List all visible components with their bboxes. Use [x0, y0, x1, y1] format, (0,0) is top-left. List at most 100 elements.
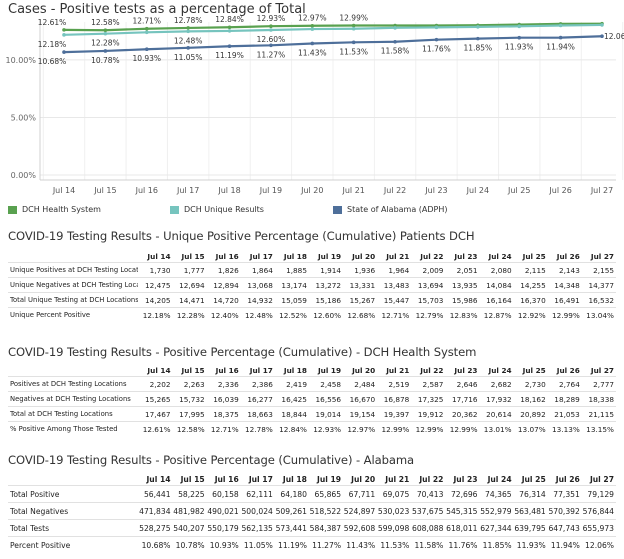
column-header: Jul 27	[589, 475, 614, 484]
table-cell: 13,174	[274, 277, 309, 293]
table-cell: 13.01%	[479, 421, 514, 437]
table-cell: 12.87%	[479, 307, 514, 323]
table-cell: 12.58%	[172, 421, 207, 437]
data-label: 12.78%	[174, 16, 203, 25]
table-cell: 518,522	[308, 502, 344, 520]
table-cell: 15,732	[172, 391, 207, 407]
table-cell: 14,720	[206, 292, 241, 308]
data-point	[103, 49, 108, 53]
table-cell: 11.53%	[377, 536, 412, 554]
table-cell: 471,834	[138, 502, 173, 520]
table-cell: 573,441	[274, 519, 309, 537]
table-cell: 562,135	[240, 519, 275, 537]
table-cell: 550,179	[206, 519, 241, 537]
x-tick-label: Jul 24	[466, 186, 489, 195]
table-title-unique-dch: COVID-19 Testing Results - Unique Positi…	[8, 229, 475, 243]
data-point	[310, 23, 315, 28]
column-header: Jul 15	[181, 252, 205, 261]
data-label: 12.58%	[91, 18, 120, 27]
table-cell: 13,694	[411, 277, 446, 293]
column-header: Jul 17	[249, 252, 273, 261]
table-cell: 2,646	[445, 376, 480, 392]
column-header: Jul 20	[351, 475, 376, 484]
table-row: Total Negatives 471,834 481,982 490,021 500,…	[8, 502, 616, 520]
column-header: Jul 18	[283, 366, 307, 375]
table-cell: 12.71%	[377, 307, 412, 323]
table-cell: 12.18%	[138, 307, 173, 323]
data-label: 11.58%	[381, 47, 410, 56]
table-cell: 60,158	[206, 485, 241, 503]
table-cell: 12.79%	[411, 307, 446, 323]
column-header: Jul 20	[352, 252, 376, 261]
table-row: Unique Negatives at DCH Testing Location…	[8, 277, 616, 293]
table-cell: 21,053	[547, 406, 582, 422]
data-label: 11.94%	[546, 43, 575, 52]
x-tick-label: Jul 18	[217, 186, 240, 195]
table-cell: 12.99%	[411, 421, 446, 437]
table-cell: 14,471	[172, 292, 207, 308]
column-header: Jul 17	[249, 366, 273, 375]
table-cell: 12.92%	[513, 307, 548, 323]
table-cell: 17,995	[172, 406, 207, 422]
table-cell: 17,932	[479, 391, 514, 407]
table-cell: 1,777	[172, 262, 207, 278]
x-tick-label: Jul 17	[176, 186, 199, 195]
data-label: 11.93%	[505, 43, 534, 52]
column-header: Jul 24	[488, 366, 512, 375]
data-label: 12.93%	[257, 14, 286, 23]
data-label: 11.19%	[215, 51, 244, 60]
table-cell: 16,039	[206, 391, 241, 407]
table-cell: 12.28%	[172, 307, 207, 323]
data-point	[393, 39, 397, 44]
table-cell: 20,362	[445, 406, 480, 422]
data-label: 10.68%	[38, 57, 67, 66]
table-row: Positives at DCH Testing Locations 2,202 2…	[8, 376, 616, 392]
column-header: Jul 14	[147, 252, 171, 261]
x-tick-label: Jul 27	[590, 186, 613, 195]
x-tick-label: Jul 15	[93, 186, 116, 195]
data-point	[186, 46, 190, 50]
column-header: Jul 15	[180, 475, 205, 484]
data-label: 12.71%	[132, 17, 161, 26]
column-header: Jul 25	[521, 475, 546, 484]
table-cell: 16,556	[308, 391, 344, 407]
series-line	[63, 22, 603, 32]
column-header: Jul 27	[590, 252, 614, 261]
legend-item: DCH Unique Results	[170, 205, 264, 214]
column-header: Jul 19	[317, 252, 342, 261]
data-point	[558, 23, 563, 28]
table-cell: 11.94%	[547, 536, 582, 554]
data-point	[310, 27, 315, 31]
table-cell: 618,011	[445, 519, 480, 537]
table-cell: 20,614	[479, 406, 514, 422]
row-label: Percent Positive	[8, 536, 139, 554]
data-point	[476, 25, 480, 29]
table-cell: 56,441	[138, 485, 173, 503]
table-cell: 12.48%	[240, 307, 275, 323]
x-tick-label: Jul 22	[383, 186, 406, 195]
table-cell: 15,986	[445, 292, 480, 308]
table-cell: 16,277	[240, 391, 275, 407]
column-header: Jul 22	[420, 252, 444, 261]
table-cell: 18,338	[581, 391, 616, 407]
row-label: Total at DCH Testing Locations	[8, 406, 139, 422]
line-chart: 0.00% 5.00% 10.00% Jul 14 Jul 15 Jul 16 Jul 17…	[5, 14, 624, 195]
table-row: Total Tests 528,275 540,207 550,179 562,135 5…	[8, 519, 616, 537]
column-header: Jul 27	[590, 366, 614, 375]
table-cell: 76,314	[513, 485, 548, 503]
table-cell: 13,272	[308, 277, 344, 293]
table-cell: 12.93%	[308, 421, 344, 437]
legend-label: DCH Health System	[22, 205, 101, 214]
table-unique-dch: Jul 14 Jul 15 Jul 16 Jul 17 Jul 18 Jul 19 Jul …	[8, 251, 616, 323]
column-header: Jul 21	[385, 475, 410, 484]
table-cell: 12,694	[172, 277, 207, 293]
data-point	[351, 40, 356, 45]
table-cell: 2,587	[411, 376, 446, 392]
x-tick-label: Jul 19	[259, 186, 282, 195]
column-header: Jul 16	[215, 252, 239, 261]
table-cell: 627,344	[479, 519, 514, 537]
table-cell: 584,387	[308, 519, 344, 537]
table-cell: 12.99%	[377, 421, 412, 437]
y-tick-label: 10.00%	[5, 56, 36, 65]
table-cell: 14,932	[240, 292, 275, 308]
